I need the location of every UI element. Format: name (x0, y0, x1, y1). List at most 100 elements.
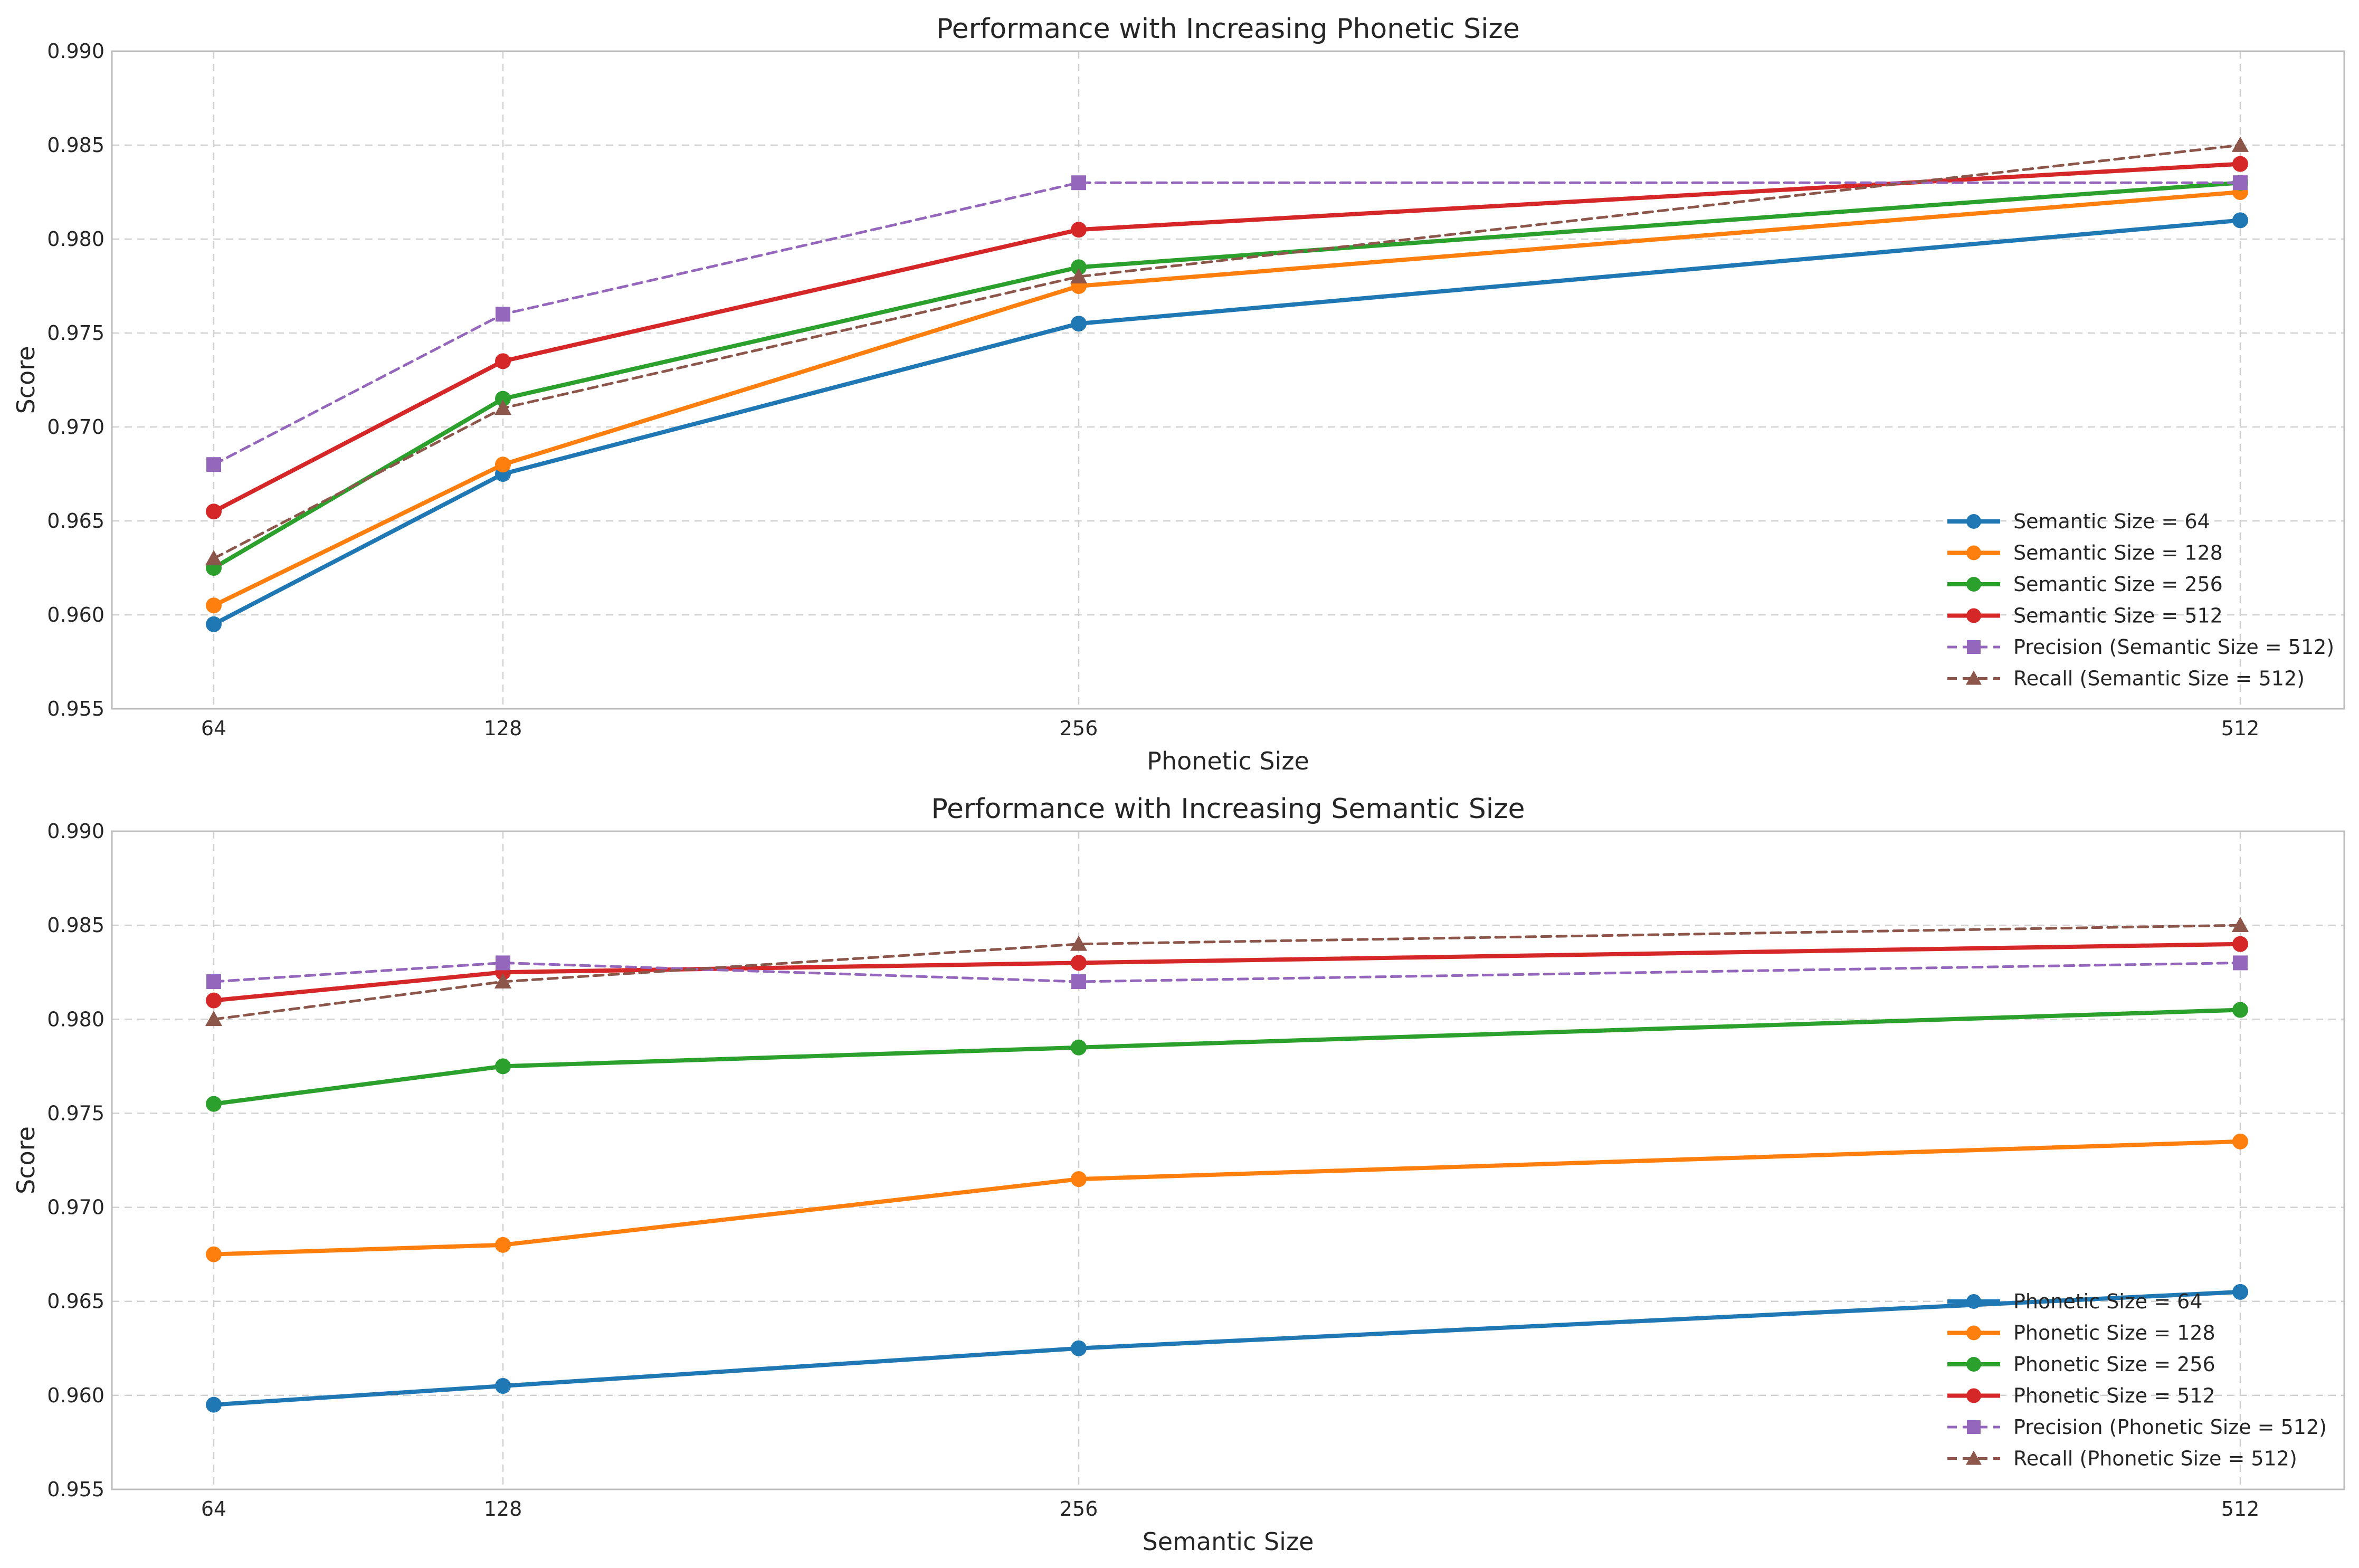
series-5 (206, 955, 2248, 990)
data-point-triangle (2231, 136, 2249, 152)
data-point-circle (206, 616, 222, 632)
plot-frame (111, 830, 2345, 1490)
series-2 (206, 1133, 2248, 1262)
series-line (212, 161, 2242, 514)
series-line (212, 181, 2242, 466)
data-point-circle (1966, 608, 1981, 623)
data-point-triangle (1070, 268, 1088, 284)
series-line (212, 1139, 2242, 1257)
series-6 (205, 917, 2249, 1027)
series-4 (206, 936, 2248, 1009)
data-point-circle (495, 1058, 511, 1075)
data-point-square (1967, 1420, 1981, 1434)
plot-frame (111, 50, 2345, 710)
data-point-square (496, 307, 510, 322)
series-line (212, 190, 2242, 608)
series-3 (206, 175, 2248, 576)
data-point-circle (1071, 955, 1087, 971)
series-3 (206, 1002, 2248, 1112)
chart-title: Performance with Increasing Phonetic Siz… (936, 13, 1520, 45)
data-point-square (1071, 175, 1086, 191)
y-tick-label: 0.970 (47, 415, 104, 439)
legend-label: Semantic Size = 256 (2013, 573, 2223, 596)
legend-label: Semantic Size = 128 (2013, 541, 2223, 565)
y-tick-label: 0.965 (47, 1290, 104, 1313)
data-point-circle (206, 503, 222, 520)
data-point-circle (206, 597, 222, 614)
data-point-circle (2232, 1284, 2248, 1300)
data-point-circle (495, 1378, 511, 1394)
legend-item: Semantic Size = 512 (1947, 604, 2223, 628)
data-point-circle (206, 1246, 222, 1262)
legend-item: Precision (Semantic Size = 512) (1947, 635, 2334, 659)
data-point-triangle (205, 550, 223, 566)
y-tick-label: 0.980 (47, 1008, 104, 1031)
legend: Semantic Size = 64 Semantic Size = 128 Sem… (1947, 510, 2334, 690)
data-point-square (496, 955, 510, 971)
x-tick-label: 128 (484, 1497, 522, 1521)
data-point-triangle (1966, 1450, 1982, 1465)
x-tick-label: 256 (1060, 1497, 1098, 1521)
data-point-square (1071, 974, 1086, 990)
data-point-circle (1966, 1294, 1981, 1309)
data-point-circle (2232, 1133, 2248, 1149)
data-point-triangle (205, 1011, 223, 1027)
data-point-circle (1966, 514, 1981, 529)
y-tick-label: 0.965 (47, 509, 104, 533)
legend-label: Phonetic Size = 256 (2013, 1353, 2215, 1376)
data-point-circle (1966, 577, 1981, 592)
series-line (212, 1008, 2242, 1106)
data-point-circle (1966, 1357, 1981, 1372)
legend-item: Phonetic Size = 128 (1947, 1322, 2215, 1345)
series-6 (205, 136, 2249, 566)
data-point-circle (1071, 222, 1087, 238)
subplot-1: 0.955 0.960 0.965 0.970 0.975 0.980 0.985 0.990… (12, 13, 2345, 775)
legend-label: Semantic Size = 512 (2013, 604, 2223, 628)
x-tick-label: 64 (201, 1497, 226, 1521)
data-point-circle (2232, 156, 2248, 172)
legend-item: Phonetic Size = 256 (1947, 1353, 2215, 1376)
data-point-square (2233, 955, 2248, 971)
data-point-circle (495, 457, 511, 473)
y-tick-label: 0.970 (47, 1196, 104, 1219)
y-tick-label: 0.955 (47, 1478, 104, 1501)
data-point-triangle (1966, 670, 1982, 685)
data-point-square (206, 974, 221, 990)
data-point-triangle (1070, 935, 1088, 951)
y-tick-label: 0.975 (47, 1101, 104, 1125)
legend-label: Semantic Size = 64 (2013, 510, 2210, 533)
data-point-circle (1071, 316, 1087, 332)
y-axis-label: Score (12, 1126, 40, 1194)
data-point-circle (2232, 1002, 2248, 1018)
legend-item: Precision (Phonetic Size = 512) (1947, 1415, 2327, 1439)
data-point-circle (495, 1237, 511, 1253)
data-point-circle (1966, 1388, 1981, 1403)
series-line (212, 144, 2242, 560)
x-tick-label: 512 (2221, 1497, 2260, 1521)
legend-label: Recall (Semantic Size = 512) (2013, 667, 2305, 690)
legend-label: Precision (Phonetic Size = 512) (2013, 1415, 2327, 1439)
y-tick-label: 0.960 (47, 1384, 104, 1407)
y-tick-label: 0.990 (47, 40, 104, 63)
series-line (212, 1289, 2242, 1407)
y-tick-label: 0.960 (47, 603, 104, 626)
series-4 (206, 156, 2248, 520)
y-tick-label: 0.985 (47, 914, 104, 937)
y-tick-label: 0.990 (47, 820, 104, 843)
data-point-circle (206, 1396, 222, 1413)
series-2 (206, 184, 2248, 614)
legend-item: Recall (Phonetic Size = 512) (1947, 1447, 2297, 1470)
x-tick-label: 64 (201, 717, 226, 740)
data-point-circle (1071, 259, 1087, 275)
data-point-circle (206, 1096, 222, 1112)
legend: Phonetic Size = 64 Phonetic Size = 128 Pho… (1947, 1290, 2327, 1470)
data-point-circle (1071, 1039, 1087, 1056)
legend-item: Recall (Semantic Size = 512) (1947, 667, 2305, 690)
data-point-circle (1071, 1171, 1087, 1187)
x-axis-label: Phonetic Size (1147, 747, 1309, 775)
data-point-square (2233, 175, 2248, 191)
x-axis-label: Semantic Size (1143, 1527, 1314, 1556)
legend-item: Phonetic Size = 512 (1947, 1384, 2215, 1408)
y-tick-label: 0.985 (47, 134, 104, 157)
